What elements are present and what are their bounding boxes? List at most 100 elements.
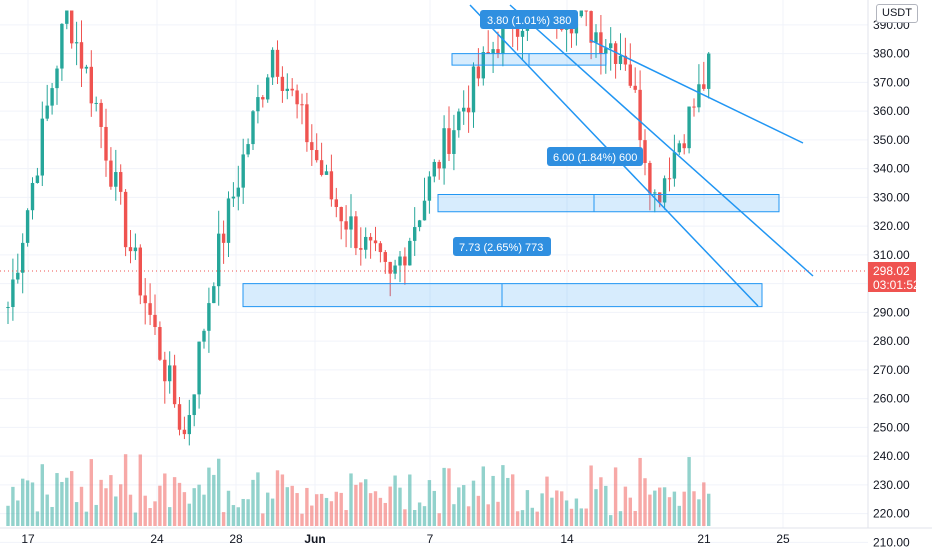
volume-bar xyxy=(339,492,343,526)
candle-body xyxy=(486,52,490,54)
volume-bar xyxy=(560,491,564,526)
volume-bar xyxy=(481,466,485,526)
candle-body xyxy=(476,66,481,79)
measure-label-middle[interactable]: 6.00 (1.84%) 600 xyxy=(547,147,643,166)
measure-label-top[interactable]: 3.80 (1.01%) 380 xyxy=(480,10,578,29)
volume-bar xyxy=(305,487,309,526)
volume-bar xyxy=(84,511,89,526)
volume-bar xyxy=(589,465,593,526)
support-zone[interactable] xyxy=(437,194,780,213)
candle-body xyxy=(697,84,701,108)
candle-body xyxy=(623,55,628,65)
volume-bar xyxy=(388,486,392,526)
volume-bar xyxy=(707,493,711,526)
candle-body xyxy=(158,327,162,360)
candle-body xyxy=(324,171,329,175)
price-tick-label: 220.00 xyxy=(873,507,910,521)
price-tick-label: 280.00 xyxy=(873,334,910,348)
volume-bar xyxy=(45,494,49,526)
volume-bar xyxy=(476,495,481,526)
price-tick-label: 240.00 xyxy=(873,449,910,463)
candle-body xyxy=(638,89,642,141)
candle-body xyxy=(84,66,89,69)
candle-body xyxy=(285,88,289,91)
time-axis[interactable]: 17 24 28 Jun 7 14 21 25 xyxy=(21,532,790,546)
volume-bar xyxy=(79,486,84,526)
price-tick-label: 330.00 xyxy=(873,190,910,204)
volume-bar xyxy=(530,507,534,526)
price-tick-label: 290.00 xyxy=(873,305,910,319)
volume-bar xyxy=(692,491,696,526)
volume-bar xyxy=(261,513,265,526)
volume-bar xyxy=(398,487,402,526)
volume-bar xyxy=(246,499,250,526)
volume-bar xyxy=(452,504,456,526)
candle-body xyxy=(163,359,167,382)
volume-bar xyxy=(99,479,103,526)
support-zones[interactable] xyxy=(242,53,780,308)
measure-label-bottom[interactable]: 7.73 (2.65%) 773 xyxy=(453,237,551,256)
candle-body xyxy=(168,365,172,382)
candlesticks xyxy=(6,10,711,446)
candle-body xyxy=(579,10,583,17)
volume-bar xyxy=(344,510,348,526)
candle-body xyxy=(123,191,128,248)
candle-body xyxy=(677,143,681,153)
price-tick-label: 360.00 xyxy=(873,104,910,118)
volume-bar xyxy=(422,506,427,526)
volume-bar xyxy=(6,505,10,526)
candle-body xyxy=(114,172,118,187)
volume-bar xyxy=(373,491,378,526)
candle-body xyxy=(60,23,64,69)
price-tick-label: 370.00 xyxy=(873,75,910,89)
candle-body xyxy=(334,199,338,208)
volume-bar xyxy=(618,511,623,526)
volume-bar xyxy=(643,478,647,526)
volume-bar xyxy=(609,515,613,526)
candle-body xyxy=(25,210,30,243)
volume-bar xyxy=(35,511,40,526)
volume-bar xyxy=(310,505,314,526)
volume-bar xyxy=(275,470,280,526)
volume-bar xyxy=(364,479,368,526)
volume-bar xyxy=(403,509,407,526)
trendline-middle[interactable] xyxy=(509,4,814,277)
trendline-upper[interactable] xyxy=(589,39,804,144)
volume-bar xyxy=(319,493,324,526)
candle-body xyxy=(618,55,623,64)
candle-body xyxy=(613,43,618,64)
candle-body xyxy=(94,102,98,104)
currency-badge[interactable]: USDT xyxy=(876,4,918,23)
candle-body xyxy=(16,272,20,280)
candle-body xyxy=(609,43,613,49)
measure-label-middle-text: 6.00 (1.84%) 600 xyxy=(553,152,637,164)
volume-bar xyxy=(241,498,245,526)
volume-bar xyxy=(506,477,510,526)
candle-body xyxy=(339,207,343,222)
candle-body xyxy=(133,247,138,252)
candle-body xyxy=(79,42,84,69)
volume-bar xyxy=(682,491,686,526)
volume-bar xyxy=(658,487,662,526)
time-tick-label: 21 xyxy=(697,532,711,546)
price-tick-label: 380.00 xyxy=(873,47,910,61)
candle-body xyxy=(378,243,383,253)
candle-body xyxy=(368,236,373,241)
volume-bar xyxy=(182,492,187,526)
candle-body xyxy=(692,106,696,108)
candle-body xyxy=(393,265,397,274)
volume-bar xyxy=(114,496,118,526)
volume-bar xyxy=(30,482,35,526)
candle-body xyxy=(457,111,461,131)
candle-body xyxy=(217,233,221,287)
candle-body xyxy=(662,178,667,203)
volume-bar xyxy=(16,500,20,526)
countdown-timer: 03:01:52 xyxy=(873,278,920,292)
volume-bar xyxy=(408,474,412,526)
time-tick-label: 14 xyxy=(560,532,574,546)
volume-bar xyxy=(172,477,177,526)
candle-body xyxy=(226,198,231,243)
volume-bar xyxy=(197,484,201,526)
candle-body xyxy=(682,143,686,149)
